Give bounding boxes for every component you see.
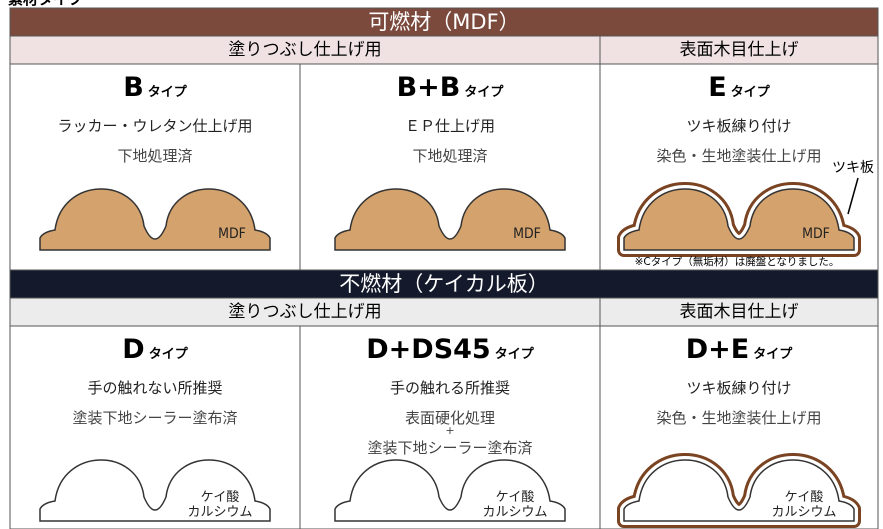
description: 表面硬化処理	[404, 409, 495, 427]
type-name: B+B	[396, 72, 461, 103]
type-heading: E タイプ	[600, 72, 878, 103]
group-label: 塗りつぶし仕上げ用	[228, 40, 382, 60]
group-label: 塗りつぶし仕上げ用	[228, 302, 382, 322]
note: ※Cタイプ（無垢材）は廃盤となりました。	[635, 255, 840, 268]
section-title: 可燃材（MDF）	[368, 10, 520, 34]
material-label: カルシウム	[482, 505, 547, 520]
material-label: ケイ酸	[785, 490, 824, 505]
type-heading: D+DS45 タイプ	[300, 334, 600, 365]
section-header	[10, 270, 878, 298]
group-label: 表面木目仕上げ	[679, 302, 799, 322]
description: 下地処理済	[412, 147, 488, 165]
type-name: D+DS45	[366, 334, 491, 365]
description: 塗装下地シーラー塗布済	[367, 439, 533, 457]
description: ラッカー・ウレタン仕上げ用	[57, 117, 253, 135]
group-label: 表面木目仕上げ	[679, 40, 799, 60]
section-header	[10, 8, 878, 36]
type-suffix: タイプ	[147, 85, 187, 100]
page-title: 素材タイプ	[8, 0, 83, 9]
type-name: D	[122, 334, 145, 365]
description: 手の触れる所推奨	[389, 379, 510, 397]
group-header	[9, 35, 879, 65]
description: ツキ板練り付け	[686, 117, 792, 135]
material-label: カルシウム	[187, 505, 252, 520]
type-suffix: タイプ	[753, 347, 793, 362]
description: +	[445, 424, 455, 437]
section-frame	[9, 269, 879, 529]
type-name: B	[123, 72, 144, 103]
material-label: ケイ酸	[201, 490, 240, 505]
description: 手の触れない所推奨	[87, 379, 223, 397]
description: ＥＰ仕上げ用	[404, 117, 495, 135]
type-suffix: タイプ	[730, 85, 770, 100]
leader	[847, 177, 859, 215]
group-header	[9, 297, 879, 327]
type-suffix: タイプ	[494, 347, 534, 362]
board-shape	[39, 459, 271, 522]
material-label: ケイ酸	[496, 490, 535, 505]
type-name: D+E	[685, 334, 750, 365]
material-label: カルシウム	[771, 505, 836, 520]
description: 塗装下地シーラー塗布済	[72, 409, 238, 427]
material-label: MDF	[218, 226, 246, 242]
type-heading: B タイプ	[10, 72, 300, 103]
type-heading: D+E タイプ	[600, 334, 878, 365]
description: 染色・生地塗装仕上げ用	[656, 409, 822, 427]
board-shape	[334, 188, 566, 251]
type-suffix: タイプ	[464, 85, 504, 100]
type-heading: D タイプ	[10, 334, 300, 365]
veneer-label: ツキ板	[832, 160, 874, 176]
material-label: MDF	[513, 226, 541, 242]
board-shape	[39, 188, 271, 251]
board-shape	[334, 459, 566, 522]
description: 染色・生地塗装仕上げ用	[656, 147, 822, 165]
board-shape	[623, 188, 855, 251]
material-label: MDF	[802, 226, 830, 242]
description: 下地処理済	[117, 147, 193, 165]
description: ツキ板練り付け	[686, 379, 792, 397]
type-heading: B+B タイプ	[300, 72, 600, 103]
section-title: 不燃材（ケイカル板）	[339, 272, 549, 296]
type-suffix: タイプ	[148, 347, 188, 362]
type-name: E	[708, 72, 727, 103]
board-shape	[623, 459, 855, 522]
